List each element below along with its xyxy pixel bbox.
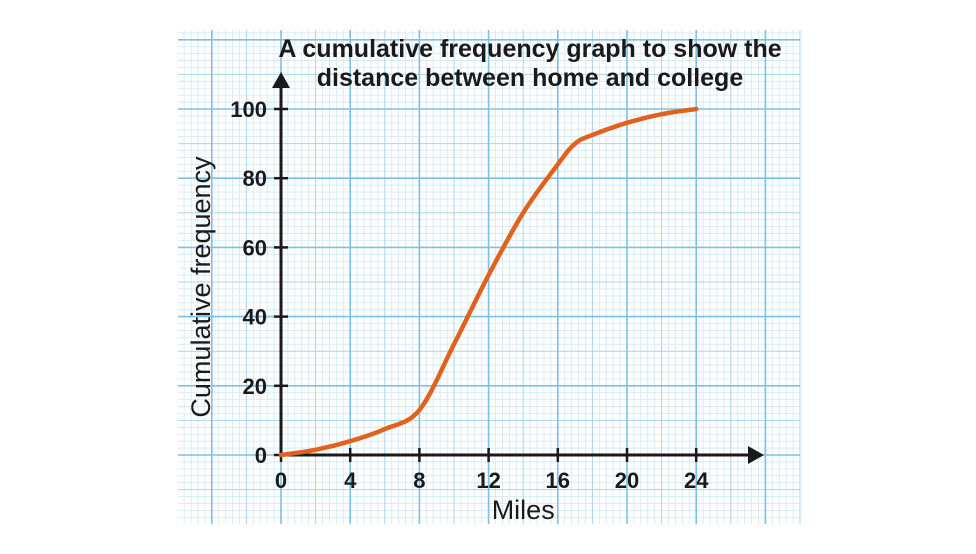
tick-marks-and-labels: 0 4 8 12 16 20 24 0 20 40 60 80 100 bbox=[230, 97, 709, 493]
x-tick-label: 20 bbox=[615, 468, 639, 493]
x-tick-label: 8 bbox=[413, 468, 425, 493]
chart-title-line-2: distance between home and college bbox=[317, 64, 744, 92]
y-tick-label: 100 bbox=[230, 97, 267, 122]
axes bbox=[272, 72, 764, 464]
x-tick-label: 0 bbox=[275, 468, 287, 493]
y-tick-label: 40 bbox=[243, 305, 267, 330]
series-line-cumulative-frequency bbox=[278, 106, 699, 458]
y-tick-label: 80 bbox=[243, 166, 267, 191]
chart-title-line-1: A cumulative frequency graph to show the bbox=[278, 35, 781, 63]
y-axis-label: Cumulative frequency bbox=[186, 156, 216, 418]
y-tick-label: 60 bbox=[243, 235, 267, 260]
x-tick-label: 16 bbox=[546, 468, 570, 493]
y-axis-arrow-icon bbox=[272, 72, 290, 88]
x-axis-label: Miles bbox=[492, 495, 555, 525]
x-tick-label: 12 bbox=[476, 468, 500, 493]
y-tick-label: 20 bbox=[243, 374, 267, 399]
x-tick-label: 4 bbox=[344, 468, 357, 493]
y-tick-label: 0 bbox=[255, 443, 267, 468]
x-axis-arrow-icon bbox=[748, 446, 764, 464]
series-layer bbox=[278, 106, 699, 458]
x-tick-label: 24 bbox=[684, 468, 709, 493]
